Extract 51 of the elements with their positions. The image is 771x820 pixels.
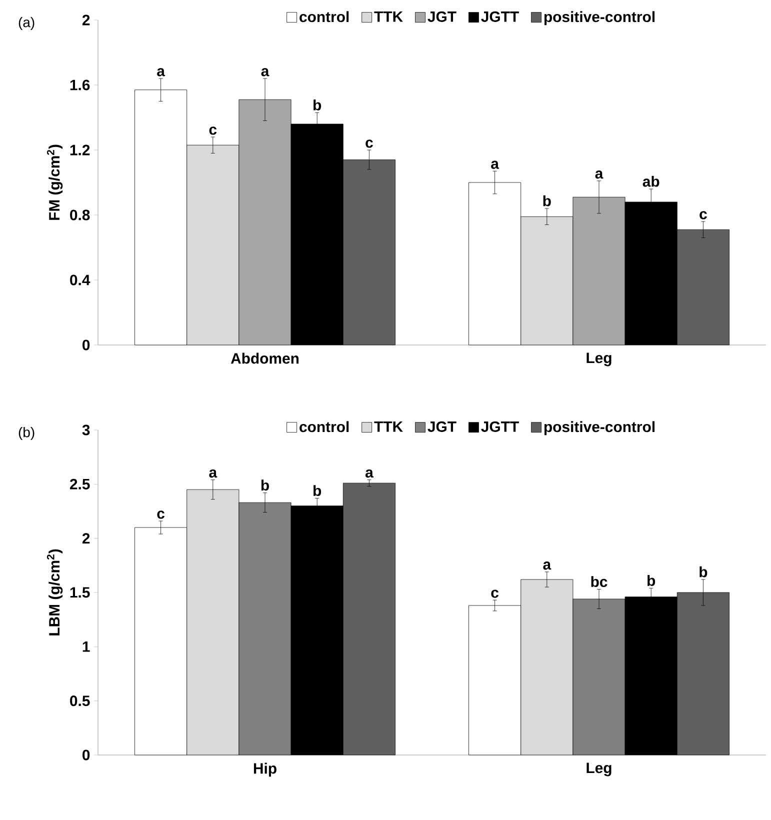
data-label: c	[491, 590, 499, 598]
y-tick-label: 0	[82, 340, 90, 350]
x-tick-label: Abdomen	[230, 352, 299, 364]
y-tick-label: 0.8	[70, 210, 90, 220]
legend-label: JGTT	[481, 421, 519, 432]
legend-label: control	[300, 11, 349, 22]
legend-label: JGTT	[481, 11, 519, 22]
legend-label: JGT	[428, 421, 456, 432]
data-label: b	[700, 566, 708, 578]
text: (a)	[18, 17, 34, 30]
data-label: c	[157, 510, 165, 519]
text: (b)	[18, 427, 34, 440]
data-label: c	[209, 126, 217, 135]
data-label: a	[365, 469, 374, 478]
y-axis-title: LBM (g/cm$^{2}$)	[46, 549, 63, 636]
data-label: a	[261, 68, 270, 76]
y-tick-label: 2	[82, 533, 90, 544]
data-label: a	[543, 562, 552, 570]
data-label: b	[314, 485, 322, 496]
data-label: a	[209, 469, 218, 478]
x-tick-label: Hip	[254, 762, 276, 777]
data-label: b	[543, 195, 551, 206]
data-label: c	[366, 140, 373, 148]
y-axis-title: FM (g/cm$^{2}$)	[46, 144, 63, 220]
data-label: bc	[591, 576, 608, 588]
y-tick-label: 0.4	[70, 274, 90, 286]
data-label: b	[648, 574, 656, 586]
data-label: b	[314, 99, 322, 110]
y-tick-label: 1.5	[70, 587, 90, 598]
legend-label: positive-control	[544, 11, 655, 26]
y-tick-label: 3	[82, 424, 90, 436]
legend-label: positive-control	[544, 421, 655, 436]
x-tick-label: Leg	[586, 762, 612, 776]
data-label: a	[491, 160, 500, 169]
data-label: b	[261, 480, 269, 491]
legend-label: TTK	[374, 421, 403, 432]
y-tick-label: 0.5	[70, 696, 90, 706]
legend-label: control	[300, 421, 349, 432]
data-label: c	[700, 211, 707, 220]
data-label: a	[595, 170, 604, 179]
data-label: ab	[642, 176, 660, 187]
y-tick-label: 2.5	[70, 478, 90, 490]
legend-label: JGT	[428, 11, 456, 22]
x-tick-label: Leg	[586, 352, 612, 366]
y-tick-label: 1.6	[70, 80, 90, 90]
data-label: a	[157, 68, 166, 76]
y-tick-label: 1	[82, 642, 90, 652]
legend-label: TTK	[374, 11, 403, 22]
y-tick-label: 0	[82, 750, 90, 760]
y-tick-label: 2	[82, 14, 90, 26]
y-tick-label: 1.2	[70, 144, 90, 156]
